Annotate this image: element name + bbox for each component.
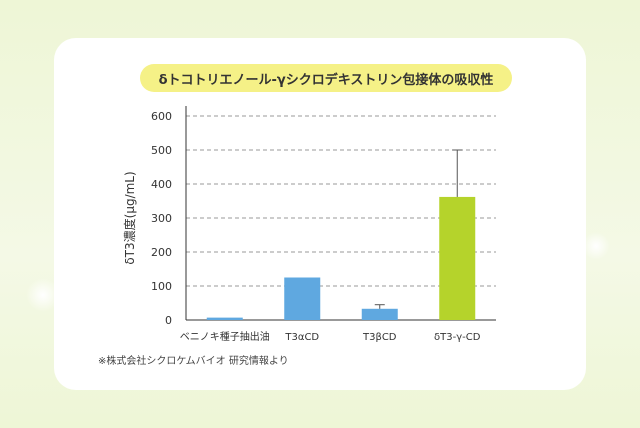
y-axis-label: δT3濃度(μg/mL) [122,171,137,264]
y-tick-label: 100 [151,280,172,293]
bar [361,308,398,320]
sparkle-decoration-right [582,232,610,260]
y-tick-label: 400 [151,178,172,191]
chart-title: δトコトリエノール-γシクロデキストリン包接体の吸収性 [140,64,512,92]
x-tick-label: δT3-γ-CD [434,332,481,343]
bar [206,317,243,320]
chart-card [54,38,586,390]
y-tick-label: 600 [151,110,172,123]
bar [284,277,321,320]
source-footnote: ※株式会社シクロケムバイオ 研究情報より [98,356,289,367]
bar [439,196,476,320]
y-tick-label: 500 [151,144,172,157]
x-tick-label: ベニノキ種子抽出油 [180,330,270,343]
y-tick-label: 200 [151,246,172,259]
chart-title-text: δトコトリエノール-γシクロデキストリン包接体の吸収性 [158,72,494,88]
y-tick-label: 0 [165,314,172,327]
x-tick-label: T3αCD [284,332,319,343]
x-tick-label: T3βCD [362,332,397,343]
y-tick-label: 300 [151,212,172,225]
